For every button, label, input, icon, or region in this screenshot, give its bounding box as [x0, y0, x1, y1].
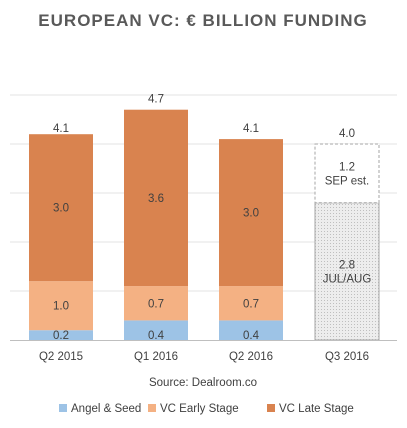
estimate-segment-1 — [314, 143, 380, 204]
estimate-note-0: JUL/AUG — [323, 273, 372, 285]
x-axis: Q2 2015 Q1 2016 Q2 2016 Q3 2016 — [10, 340, 397, 363]
bar-segment-0-2 — [29, 134, 93, 282]
estimate-value-0: 2.8 — [339, 259, 355, 271]
legend-swatch-1 — [148, 404, 156, 412]
legend-label-2: VC Late Stage — [279, 403, 354, 415]
segment-label-0-0: 0.2 — [53, 330, 69, 342]
total-label-3: 4.0 — [339, 128, 355, 140]
total-label-0: 4.1 — [53, 123, 69, 135]
bar-segment-1-1 — [124, 286, 188, 321]
segment-label-1-1: 0.7 — [148, 298, 164, 310]
bars — [29, 109, 380, 341]
x-tick-label-1: Q1 2016 — [134, 351, 178, 363]
bar-segment-1-0 — [124, 320, 188, 340]
bar-segment-2-2 — [219, 139, 283, 287]
legend-label-0: Angel & Seed — [71, 403, 141, 415]
data-labels: 0.2 1.0 3.0 4.1 0.4 0.7 3.6 4.7 0.4 0.7 3.0 4.1 2.8 J… — [53, 94, 371, 342]
legend-swatch-0 — [59, 404, 67, 412]
segment-label-2-1: 0.7 — [243, 298, 259, 310]
segment-label-0-1: 1.0 — [53, 301, 69, 313]
total-label-2: 4.1 — [243, 123, 259, 135]
bar-segment-0-0 — [29, 330, 93, 340]
segment-label-2-0: 0.4 — [243, 330, 260, 342]
legend: Angel & Seed VC Early Stage VC Late Stage — [59, 403, 354, 415]
segment-label-1-0: 0.4 — [148, 330, 165, 342]
estimate-note-1: SEP est. — [325, 175, 370, 187]
chart-title: EUROPEAN VC: € BILLION FUNDING — [38, 11, 367, 30]
legend-label-1: VC Early Stage — [160, 403, 239, 415]
segment-label-1-2: 3.6 — [148, 193, 164, 205]
bar-segment-2-1 — [219, 286, 283, 321]
x-tick-label-2: Q2 2016 — [229, 351, 273, 363]
legend-swatch-2 — [267, 404, 275, 412]
x-tick-label-0: Q2 2015 — [39, 351, 83, 363]
estimate-value-1: 1.2 — [339, 161, 355, 173]
total-label-1: 4.7 — [148, 94, 164, 106]
source-note: Source: Dealroom.co — [149, 377, 257, 389]
bar-segment-1-2 — [124, 109, 188, 287]
segment-label-0-2: 3.0 — [53, 203, 69, 215]
segment-label-2-2: 3.0 — [243, 208, 259, 220]
x-tick-label-3: Q3 2016 — [325, 351, 369, 363]
bar-segment-2-0 — [219, 320, 283, 340]
bar-segment-0-1 — [29, 281, 93, 331]
